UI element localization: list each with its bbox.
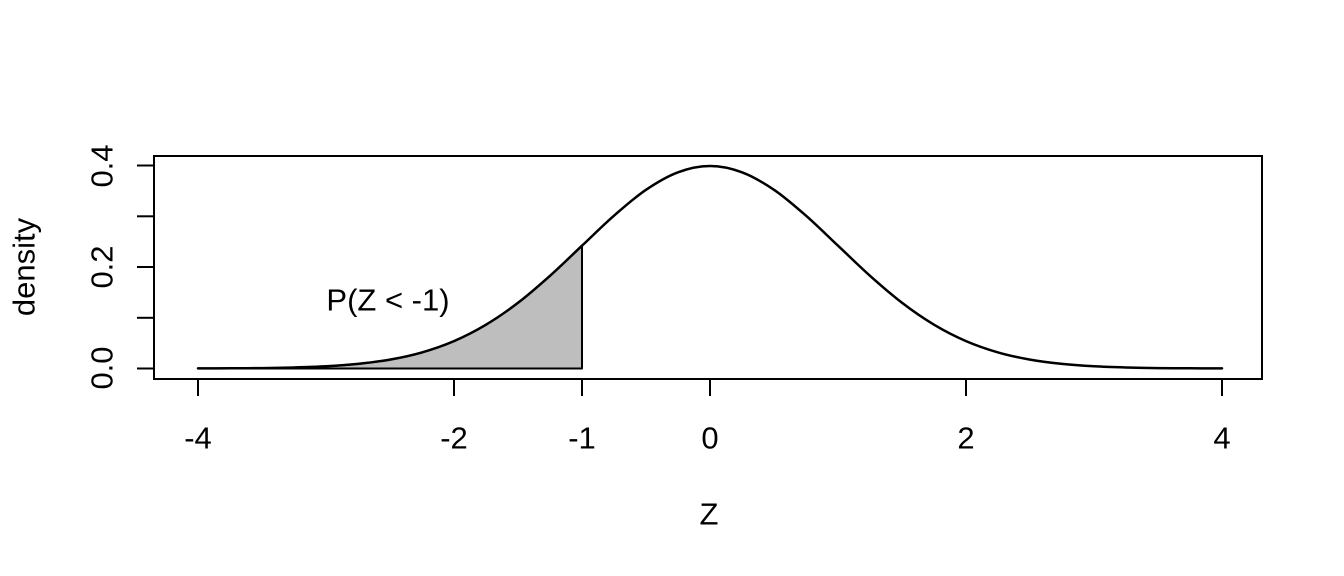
x-tick-label-neg2: -2	[440, 420, 468, 456]
x-tick-label-0: 0	[701, 420, 719, 456]
x-axis-label: Z	[699, 496, 719, 532]
y-tick-label-0-4: 0.4	[84, 144, 120, 188]
shaded-area-annotation: P(Z < -1)	[326, 282, 450, 318]
x-tick-label-2: 2	[957, 420, 975, 456]
x-axis-ticks	[197, 380, 1223, 396]
plot-border-box	[153, 155, 1263, 380]
x-tick-label-neg1: -1	[568, 420, 596, 456]
y-tick-label-0-0: 0.0	[84, 346, 120, 390]
x-tick-label-neg4: -4	[184, 420, 212, 456]
y-axis-label: density	[6, 217, 42, 317]
y-tick-label-0-2: 0.2	[84, 245, 120, 289]
y-axis-ticks	[137, 164, 153, 370]
density-curve	[196, 164, 1224, 370]
x-tick-label-4: 4	[1213, 420, 1231, 456]
